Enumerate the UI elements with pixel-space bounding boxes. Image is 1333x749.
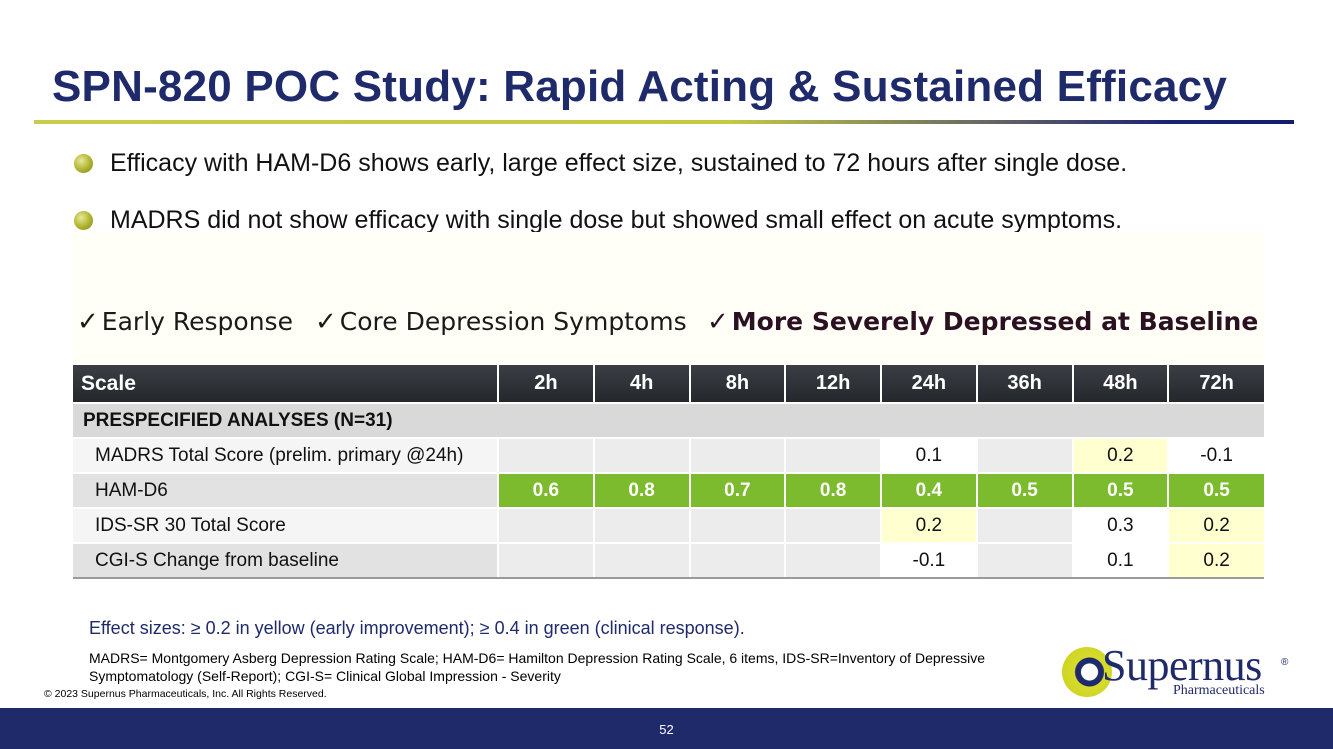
page-number: 52 xyxy=(659,722,674,737)
bullet-item: MADRS did not show efficacy with single … xyxy=(74,205,1122,235)
results-panel: ✓ Early Response ✓ Core Depression Sympt… xyxy=(73,232,1264,580)
section-row: PRESPECIFIED ANALYSES (N=31) xyxy=(73,402,1264,438)
timepoint-header: 4h xyxy=(593,365,691,403)
table-row: MADRS Total Score (prelim. primary @24h)… xyxy=(73,437,1264,473)
bullet-dot-icon xyxy=(74,210,93,230)
effect-size-cell: 0.4 xyxy=(881,472,978,508)
check-label: Core Depression Symptoms xyxy=(339,307,687,336)
effect-size-cell xyxy=(593,507,691,543)
effect-size-cell: 0.2 xyxy=(881,507,978,543)
effect-size-cell xyxy=(498,437,595,473)
scale-label: IDS-SR 30 Total Score xyxy=(73,507,499,543)
bullet-item: Efficacy with HAM-D6 shows early, large … xyxy=(74,148,1127,178)
effect-size-cell xyxy=(498,507,595,543)
section-label: PRESPECIFIED ANALYSES (N=31) xyxy=(73,402,1264,438)
bullet-text: Efficacy with HAM-D6 shows early, large … xyxy=(110,148,1128,177)
effect-size-cell xyxy=(689,507,787,543)
bullet-text: MADRS did not show efficacy with single … xyxy=(110,205,1123,234)
effect-size-cell: 0.8 xyxy=(785,472,882,508)
effect-size-cell xyxy=(689,437,787,473)
effect-size-cell: 0.8 xyxy=(593,472,691,508)
effect-size-cell xyxy=(593,542,691,579)
effect-size-cell xyxy=(785,437,882,473)
effect-size-cell xyxy=(976,437,1074,473)
effect-size-cell xyxy=(785,507,882,543)
effect-size-cell: 0.7 xyxy=(689,472,787,508)
check-label: Early Response xyxy=(101,307,293,336)
effect-size-cell: 0.2 xyxy=(1072,437,1170,473)
timepoint-header: 12h xyxy=(785,365,882,403)
effect-size-cell: 0.2 xyxy=(1168,542,1264,579)
scale-label: HAM-D6 xyxy=(73,472,499,508)
supernus-logo: Supernus ® Pharmaceuticals xyxy=(1060,641,1292,702)
timepoint-header: 8h xyxy=(689,365,787,403)
check-core-symptoms: ✓ Core Depression Symptoms xyxy=(315,307,687,337)
timepoint-header: 72h xyxy=(1168,365,1264,403)
scale-label: CGI-S Change from baseline xyxy=(73,542,499,579)
check-severely-depressed: ✓ More Severely Depressed at Baseline xyxy=(707,307,1258,337)
effect-size-legend: Effect sizes: ≥ 0.2 in yellow (early imp… xyxy=(89,618,745,638)
effect-size-cell: 0.1 xyxy=(1072,542,1170,579)
effect-size-cell xyxy=(785,542,882,579)
effect-size-cell: 0.6 xyxy=(498,472,595,508)
table-row: IDS-SR 30 Total Score 0.2 0.3 0.2 xyxy=(73,507,1264,543)
table-row: CGI-S Change from baseline -0.1 0.1 0.2 xyxy=(73,542,1264,579)
check-label: More Severely Depressed at Baseline xyxy=(731,307,1259,336)
footer-bar xyxy=(0,708,1333,749)
logo-wordmark: Supernus xyxy=(1102,641,1262,690)
scale-label: MADRS Total Score (prelim. primary @24h) xyxy=(73,437,499,473)
timepoint-header: 24h xyxy=(881,365,978,403)
effect-size-cell xyxy=(976,507,1074,543)
timepoint-header: 36h xyxy=(976,365,1074,403)
effect-size-cell: 0.1 xyxy=(881,437,978,473)
table-row: HAM-D6 0.6 0.8 0.7 0.8 0.4 0.5 0.5 0.5 xyxy=(73,472,1264,508)
effect-size-cell: -0.1 xyxy=(1168,437,1264,473)
effect-size-cell xyxy=(689,542,787,579)
effect-size-cell: 0.5 xyxy=(1072,472,1170,508)
effect-size-cell xyxy=(976,542,1074,579)
slide-title: SPN-820 POC Study: Rapid Acting & Sustai… xyxy=(52,62,1228,111)
effect-size-cell: 0.3 xyxy=(1072,507,1170,543)
check-early-response: ✓ Early Response xyxy=(77,307,293,337)
effect-size-table: Scale 2h 4h 8h 12h 24h 36h 48h 72h PRESP… xyxy=(73,365,1264,579)
supernus-logo-icon xyxy=(1062,647,1112,697)
title-divider xyxy=(34,120,1294,124)
effect-size-cell: 0.5 xyxy=(976,472,1074,508)
timepoint-header: 48h xyxy=(1072,365,1170,403)
checkmark-icon: ✓ xyxy=(315,307,337,337)
checkmark-icon: ✓ xyxy=(77,307,99,337)
abbreviations-note: MADRS= Montgomery Asberg Depression Rati… xyxy=(89,650,985,684)
registered-mark: ® xyxy=(1281,657,1289,668)
effect-size-cell: 0.2 xyxy=(1168,507,1264,543)
table-header-row: Scale 2h 4h 8h 12h 24h 36h 48h 72h xyxy=(73,365,1264,403)
effect-size-cell xyxy=(593,437,691,473)
copyright-notice: © 2023 Supernus Pharmaceuticals, Inc. Al… xyxy=(44,688,327,700)
logo-subtitle: Pharmaceuticals xyxy=(1173,683,1265,698)
effect-size-cell xyxy=(498,542,595,579)
effect-size-cell: -0.1 xyxy=(881,542,978,579)
checkmark-icon: ✓ xyxy=(707,307,729,337)
timepoint-header: 2h xyxy=(498,365,595,403)
effect-size-cell: 0.5 xyxy=(1168,472,1264,508)
scale-column-header: Scale xyxy=(73,365,499,403)
bullet-dot-icon xyxy=(74,153,93,173)
